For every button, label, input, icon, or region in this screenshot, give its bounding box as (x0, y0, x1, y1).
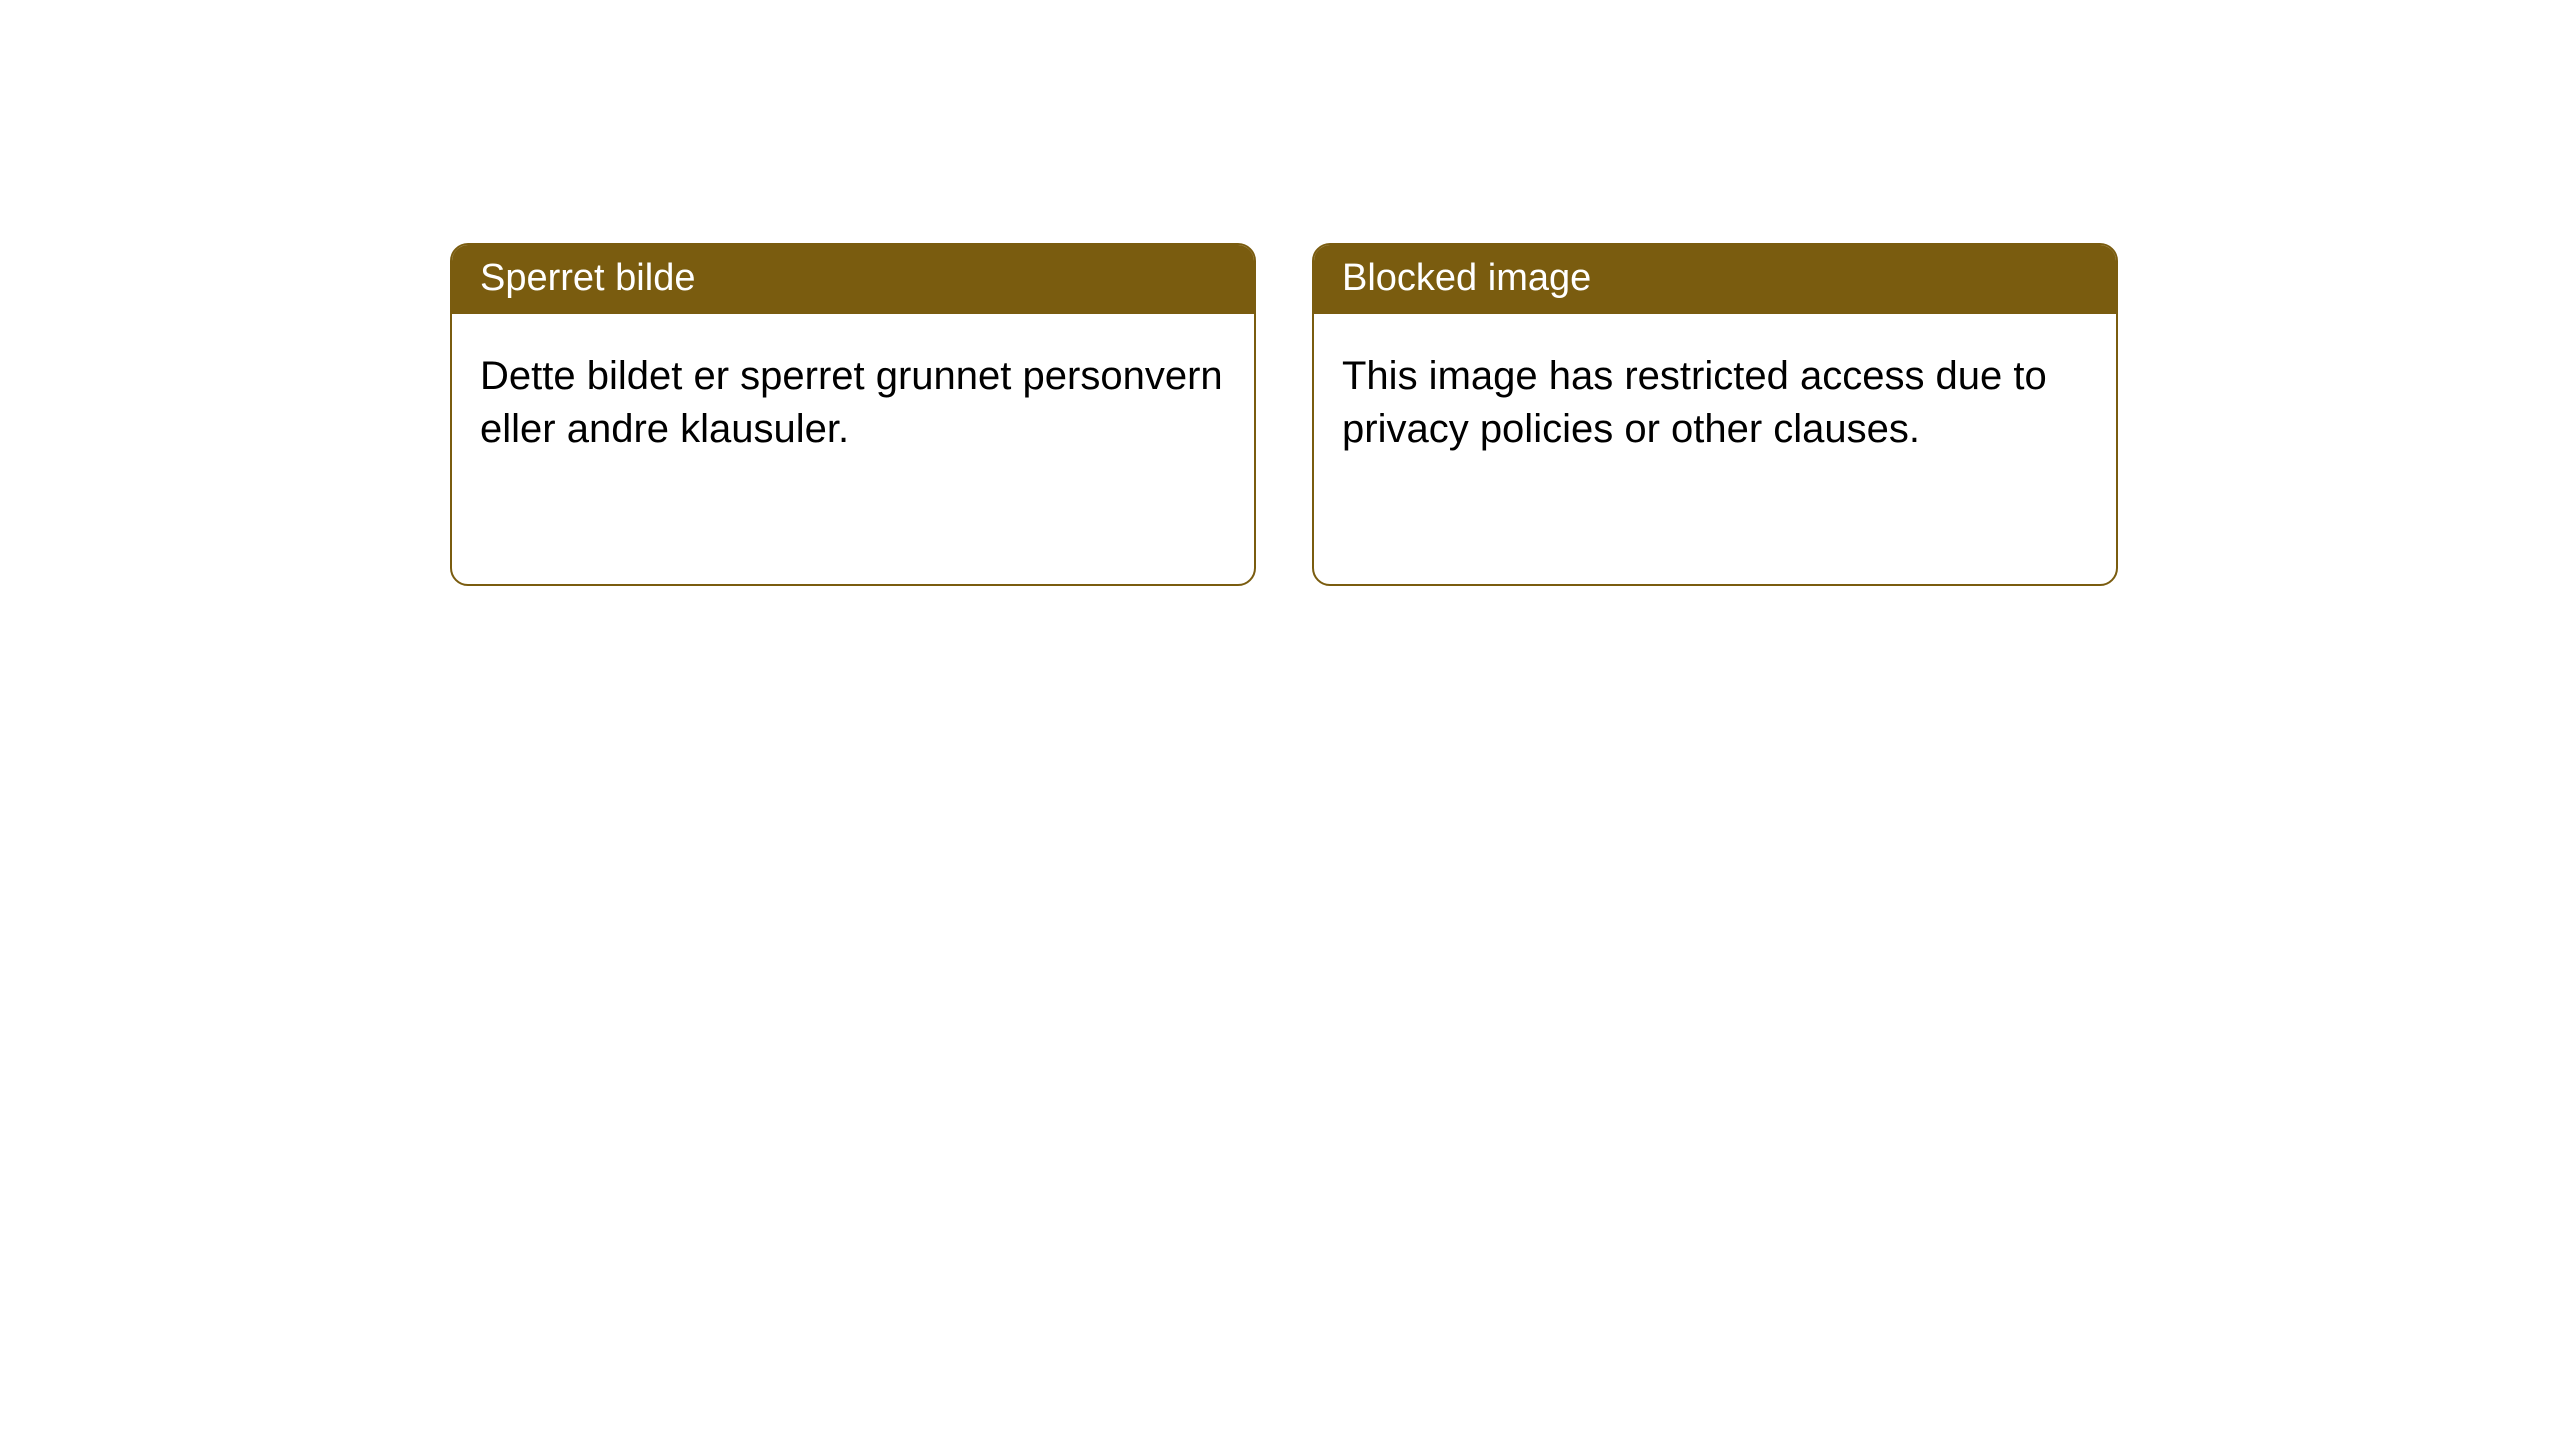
card-title: Blocked image (1314, 245, 2116, 314)
notice-card-english: Blocked image This image has restricted … (1312, 243, 2118, 586)
notice-container: Sperret bilde Dette bildet er sperret gr… (0, 0, 2560, 586)
card-title: Sperret bilde (452, 245, 1254, 314)
card-body-text: This image has restricted access due to … (1314, 314, 2116, 584)
card-body-text: Dette bildet er sperret grunnet personve… (452, 314, 1254, 584)
notice-card-norwegian: Sperret bilde Dette bildet er sperret gr… (450, 243, 1256, 586)
